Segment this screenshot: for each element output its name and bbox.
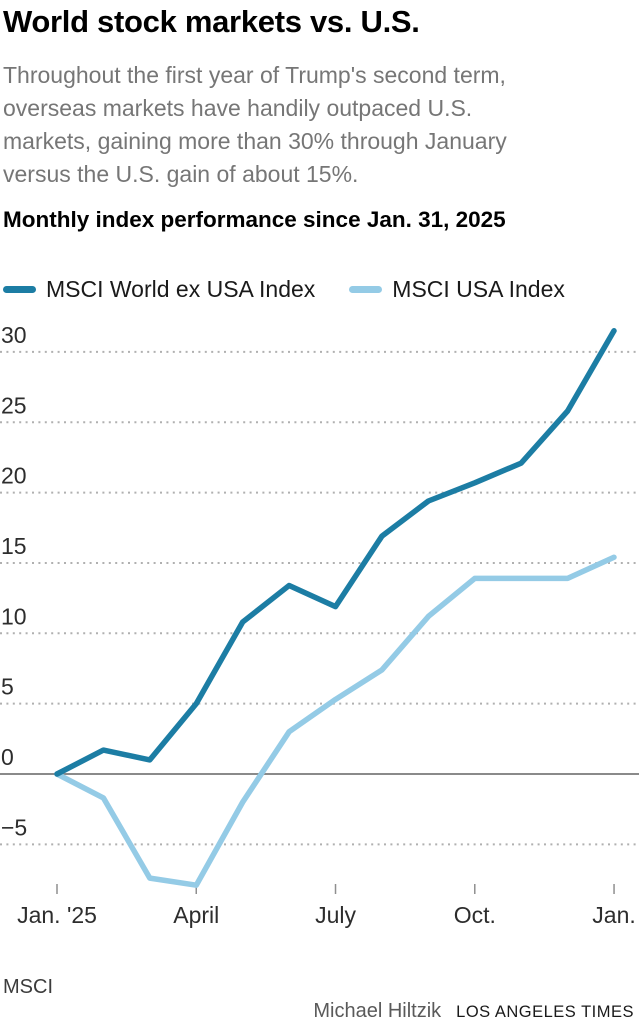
legend-item-usa: MSCI USA Index: [349, 276, 565, 303]
chart-legend: MSCI World ex USA Index MSCI USA Index: [3, 276, 565, 303]
y-axis-tick-label: 10: [1, 603, 27, 629]
legend-swatch-usa-icon: [349, 286, 383, 293]
credit-line: Michael Hiltzik LOS ANGELES TIMES: [313, 1000, 634, 1023]
y-axis-tick-label: 25: [1, 392, 27, 418]
legend-label-usa: MSCI USA Index: [392, 276, 565, 302]
series-line: [54, 328, 617, 777]
legend-swatch-world-ex-usa-icon: [3, 286, 36, 293]
series-line: [54, 554, 617, 888]
x-axis-tick-label: Jan. '25: [17, 902, 97, 928]
x-axis-tick-label: Oct.: [454, 902, 496, 928]
line-chart: 30 25 20 15 10 5 0 −5 Jan. '25 April July Oct. Jan.: [0, 322, 639, 928]
y-axis-tick-label: 15: [1, 533, 27, 559]
legend-item-world-ex-usa: MSCI World ex USA Index: [3, 276, 315, 303]
publication-label: LOS ANGELES TIMES: [456, 1003, 634, 1021]
y-axis-tick-label: 30: [1, 322, 27, 348]
y-axis-tick-label: 20: [1, 463, 27, 489]
chart-subtitle: Monthly index performance since Jan. 31,…: [3, 207, 506, 232]
x-axis-tick-label: Jan.: [592, 902, 635, 928]
page-title: World stock markets vs. U.S.: [3, 4, 420, 39]
legend-label-world-ex-usa: MSCI World ex USA Index: [46, 276, 316, 302]
y-axis-tick-label: 5: [1, 674, 14, 700]
author-byline: Michael Hiltzik: [313, 1000, 442, 1022]
source-label: MSCI: [3, 976, 53, 998]
chart-description: Throughout the first year of Trump's sec…: [3, 62, 507, 187]
x-axis-tick-label: July: [315, 902, 356, 928]
y-axis-tick-label: −5: [1, 814, 27, 840]
x-axis-tick-label: April: [173, 902, 219, 928]
y-axis-tick-label: 0: [1, 744, 14, 770]
